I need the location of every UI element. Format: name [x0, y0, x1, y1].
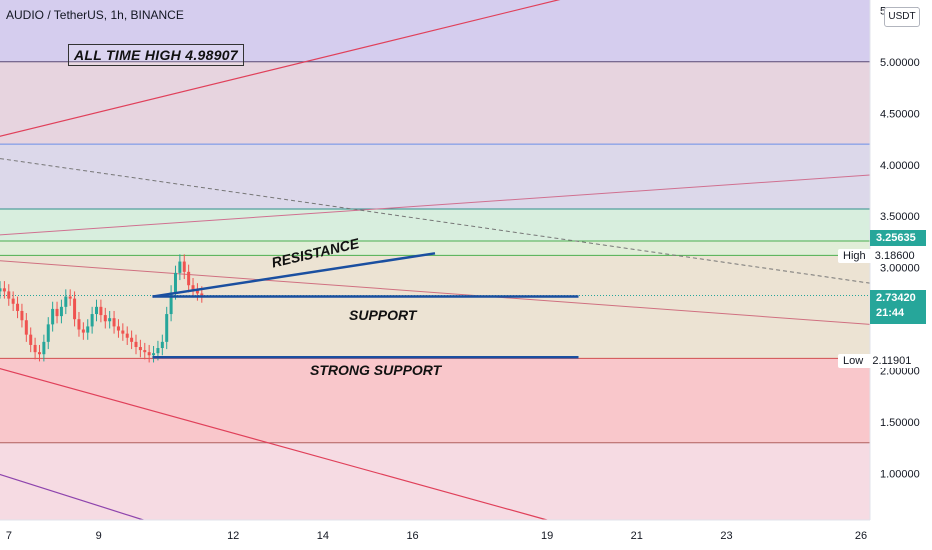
- x-tick-label: 9: [96, 530, 102, 542]
- candle-body: [143, 350, 147, 353]
- zone-band-4: [0, 240, 870, 256]
- ath-annotation: ALL TIME HIGH 4.98907: [68, 44, 244, 66]
- last-price-tag: 3.25635: [870, 230, 926, 246]
- channel-line-4: [0, 367, 548, 521]
- x-tick-label: 19: [541, 530, 553, 542]
- candle-body: [95, 306, 99, 315]
- resistance-line: [152, 252, 436, 298]
- y-tick-label: 5.00000: [880, 57, 920, 69]
- y-tick-label: 1.50000: [880, 417, 920, 429]
- candle-body: [147, 352, 151, 356]
- y-tick-label: 1.00000: [880, 469, 920, 481]
- zone-band-2: [0, 144, 870, 210]
- low-value: 2.11901: [872, 355, 912, 367]
- candle-body: [68, 296, 72, 299]
- candle-body: [11, 298, 15, 304]
- candle-body: [112, 318, 116, 327]
- candle-body: [178, 261, 182, 273]
- zone-band-0: [0, 0, 870, 62]
- high-label: High: [843, 250, 866, 262]
- zone-band-7: [0, 442, 870, 520]
- low-price-tag: Low 2.11901: [838, 354, 917, 368]
- x-tick-label: 7: [6, 530, 12, 542]
- x-tick-label: 23: [720, 530, 732, 542]
- x-tick-label: 16: [406, 530, 418, 542]
- candle-body: [20, 310, 24, 321]
- y-tick-label: 4.00000: [880, 160, 920, 172]
- current-price-tag: 2.73420 21:44: [870, 290, 926, 324]
- strong-support-label: STRONG SUPPORT: [310, 362, 442, 378]
- x-tick-label: 26: [855, 530, 867, 542]
- candle-body: [29, 334, 33, 345]
- channel-line-5: [0, 260, 871, 325]
- candle-body: [37, 352, 41, 355]
- time-axis-bg: [0, 520, 932, 550]
- candle-body: [103, 315, 107, 322]
- high-price-tag: High 3.18600: [838, 249, 920, 263]
- price-axis-bg: [870, 0, 932, 550]
- candle-body: [173, 272, 177, 293]
- candle-body: [64, 296, 68, 307]
- candle-body: [16, 303, 20, 311]
- candle-body: [138, 347, 142, 351]
- channel-line-2: [0, 174, 871, 236]
- candle-body: [134, 341, 138, 348]
- candle-body: [42, 341, 46, 355]
- candle-body: [73, 298, 77, 320]
- candle-body: [81, 329, 85, 333]
- y-tick-label: 3.00000: [880, 263, 920, 275]
- channel-line-3: [0, 473, 144, 521]
- candle-body: [33, 344, 37, 353]
- candle-body: [90, 314, 94, 327]
- current-price-value: 2.73420: [876, 292, 916, 304]
- candle-body: [59, 306, 63, 317]
- high-value: 3.18600: [874, 250, 915, 262]
- candle-body: [191, 285, 195, 291]
- candle-body: [195, 290, 199, 294]
- candle-body: [160, 341, 164, 349]
- low-label: Low: [843, 355, 864, 367]
- candle-body: [152, 353, 156, 356]
- candle-body: [169, 292, 173, 315]
- x-tick-label: 14: [317, 530, 329, 542]
- zone-band-1: [0, 61, 870, 145]
- x-tick-label: 12: [227, 530, 239, 542]
- candle-body: [55, 308, 59, 317]
- channel-line-1: [0, 0, 561, 137]
- candle-body: [130, 337, 134, 342]
- y-tick-label: 2.00000: [880, 366, 920, 378]
- candle-body: [200, 293, 204, 296]
- candle-body: [46, 324, 50, 342]
- candle-body: [24, 320, 28, 335]
- candle-body: [108, 318, 112, 322]
- candle-body: [165, 314, 169, 342]
- candle-body: [0, 288, 2, 292]
- candle-body: [99, 306, 103, 316]
- zone-band-5: [0, 255, 870, 359]
- candle-body: [125, 333, 129, 338]
- y-tick-label: 4.50000: [880, 108, 920, 120]
- candle-body: [121, 330, 125, 334]
- candle-body: [187, 271, 191, 286]
- candle-body: [182, 261, 186, 272]
- symbol-title: AUDIO / TetherUS, 1h, BINANCE: [6, 8, 184, 22]
- zone-band-6: [0, 358, 870, 443]
- candle-body: [116, 326, 120, 331]
- candle-countdown: 21:44: [876, 307, 905, 319]
- zone-band-3: [0, 209, 870, 241]
- candle-body: [7, 291, 11, 299]
- candle-body: [86, 326, 90, 333]
- y-tick-label: 3.50000: [880, 211, 920, 223]
- candle-body: [156, 348, 160, 354]
- support-label: SUPPORT: [349, 307, 417, 323]
- currency-unit-button[interactable]: USDT: [884, 7, 920, 27]
- candle-body: [2, 288, 6, 292]
- candle-body: [51, 308, 55, 325]
- x-tick-label: 21: [631, 530, 643, 542]
- candle-body: [77, 319, 81, 330]
